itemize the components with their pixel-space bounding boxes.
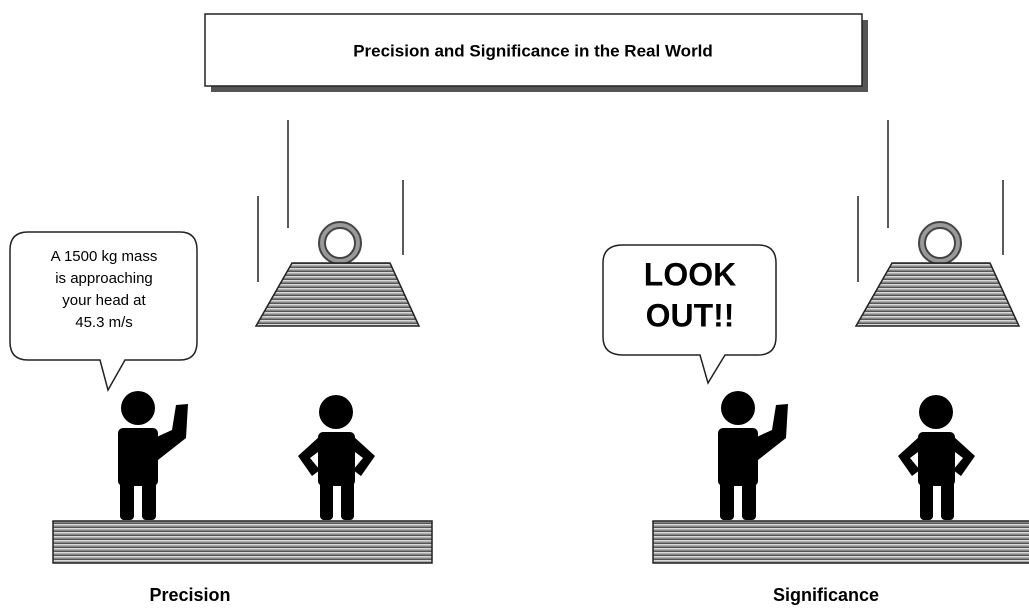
panel-label: Significance	[773, 585, 879, 605]
speech-line: A 1500 kg mass	[51, 248, 158, 265]
speech-line: your head at	[62, 292, 146, 309]
panel-label: Precision	[149, 585, 230, 605]
speech-line: is approaching	[55, 270, 153, 287]
speech-line: OUT!!	[646, 297, 735, 333]
diagram: Precision and Significance in the Real W…	[0, 0, 1029, 608]
speech-line: LOOK	[644, 256, 736, 292]
speech-line: 45.3 m/s	[75, 314, 133, 331]
title: Precision and Significance in the Real W…	[353, 41, 713, 60]
